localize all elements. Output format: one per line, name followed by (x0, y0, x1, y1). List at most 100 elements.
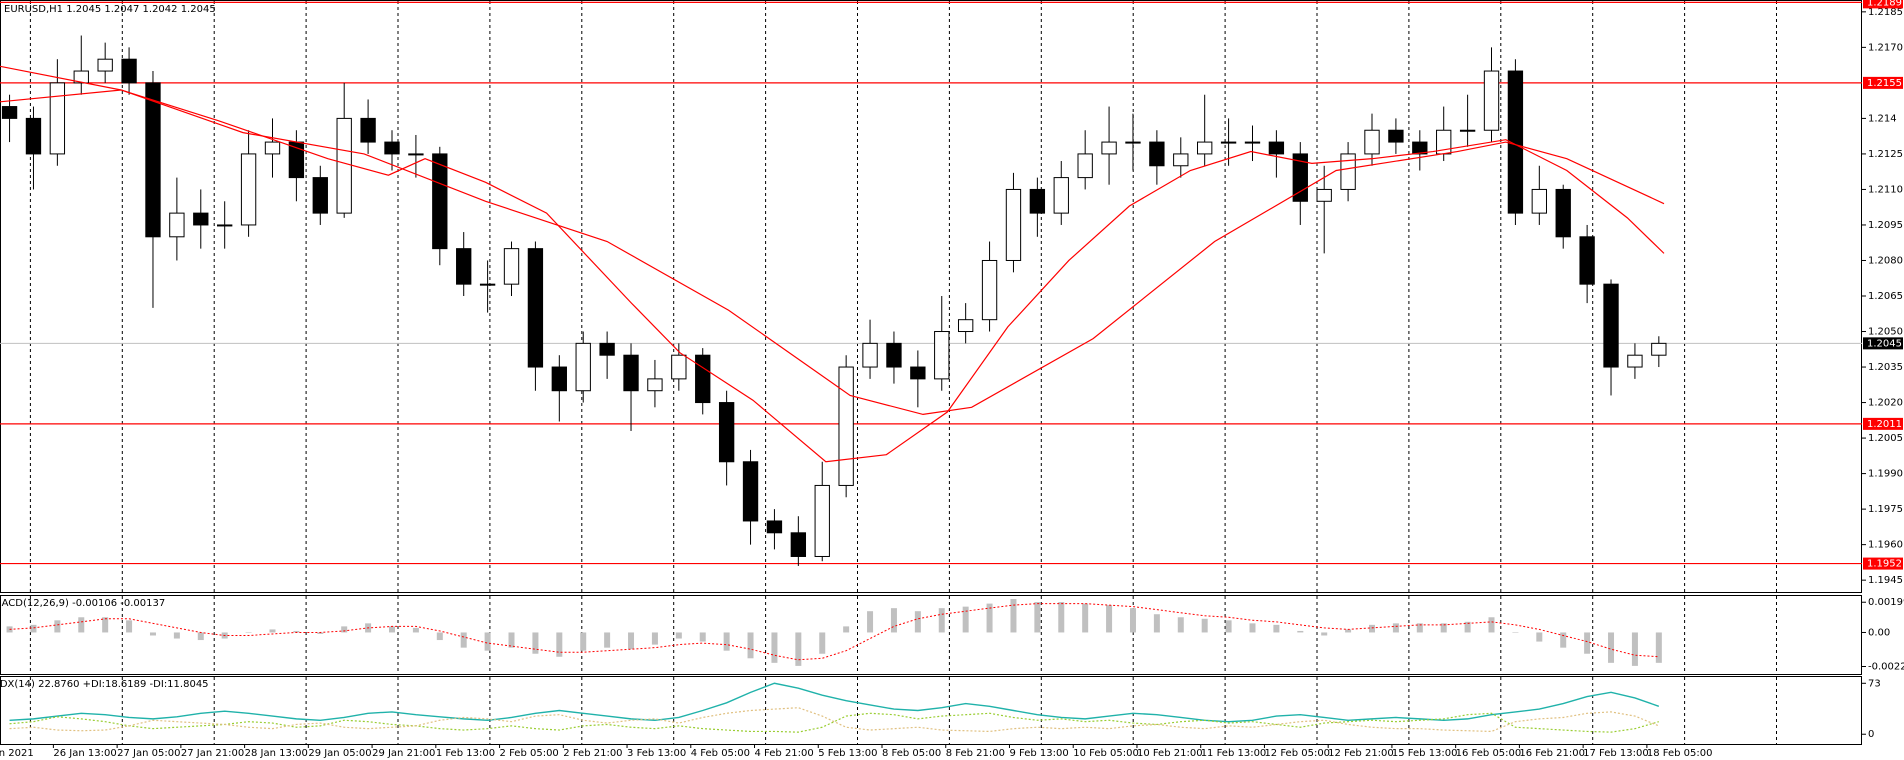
candle-body (408, 153, 424, 156)
x-tick-label: 2 Feb 05:00 (500, 748, 559, 759)
x-tick-label: 12 Feb 21:00 (1328, 748, 1394, 759)
y-tick-label: 1.2080 (1868, 255, 1903, 266)
x-tick-label: 16 Feb 05:00 (1456, 748, 1522, 759)
adx-title: ADX(14) 22.8760 +DI:18.6189 -DI:11.8045 (0, 679, 209, 690)
macd-bar (771, 632, 778, 663)
macd-bar (149, 632, 156, 636)
macd-bar (412, 627, 419, 633)
macd-bar (1512, 632, 1519, 633)
candle-body (1340, 153, 1356, 190)
y-tick-label: 1.2170 (1868, 42, 1903, 53)
macd-bar (293, 630, 300, 633)
x-tick-label: 10 Feb 21:00 (1137, 748, 1203, 759)
level-label-box (1863, 417, 1903, 430)
candle-body (647, 378, 663, 392)
macd-bar (1536, 632, 1543, 642)
indicator-line (9, 707, 1660, 733)
macd-bar (1082, 603, 1089, 633)
x-tick-label: 17 Feb 13:00 (1583, 748, 1649, 759)
macd-bar (867, 611, 874, 633)
candle-body (1197, 141, 1213, 155)
candle-body (503, 248, 520, 285)
moving-average (0, 65, 1665, 416)
candle-body (1507, 70, 1524, 214)
y-tick-label: 1.2020 (1868, 398, 1903, 409)
candle-body (551, 366, 567, 392)
y-tick-label: 0.00 (1868, 627, 1890, 638)
level-label: 1.2011 (1867, 419, 1902, 430)
macd-bar (102, 617, 109, 633)
macd-bar (1273, 624, 1280, 633)
macd-bar (197, 632, 204, 641)
x-tick-label: 26 Jan 13:00 (53, 748, 116, 759)
candle-body (1268, 141, 1285, 155)
candle-body (838, 366, 854, 486)
y-tick-label: 1.2095 (1868, 220, 1903, 231)
x-tick-label: Jan 2021 (0, 748, 34, 759)
macd-bar (245, 632, 252, 633)
y-tick-label: 1.214 (1868, 113, 1897, 124)
x-tick-label: 29 Jan 05:00 (308, 748, 371, 759)
vertical-grid (29, 1, 1777, 744)
candle-body (1029, 188, 1046, 214)
macd-bar (30, 624, 37, 633)
candle-body (1244, 141, 1261, 144)
level-label: 1.2155 (1867, 78, 1902, 89)
macd-bar (173, 632, 180, 639)
macd-panel-frame (0, 595, 1862, 675)
macd-bar (1153, 614, 1160, 633)
candle-body (169, 212, 185, 238)
macd-bar (1249, 623, 1256, 633)
candle-body (1125, 141, 1141, 144)
candle-body (1412, 141, 1428, 155)
candle-body (432, 153, 448, 250)
x-tick-label: 11 Feb 13:00 (1201, 748, 1267, 759)
macd-bar (1106, 605, 1113, 633)
macd-bar (1058, 602, 1065, 633)
y-tick-label: -0.00224 (1868, 661, 1904, 672)
candle-body (360, 117, 376, 143)
candle-body (910, 366, 926, 380)
y-tick-label: 1.1975 (1868, 504, 1903, 515)
macd-bar (1631, 632, 1638, 666)
candle-body (1483, 70, 1500, 131)
macd-bar (460, 632, 467, 648)
candle-body (790, 532, 807, 557)
macd-bar (1488, 617, 1495, 633)
macd-bar (436, 632, 443, 641)
macd-bar (508, 632, 515, 648)
candle-body (1316, 188, 1332, 202)
level-label-box (1863, 557, 1903, 570)
candle-body (742, 461, 759, 522)
macd-bar (389, 626, 395, 633)
y-tick-label: 1.2035 (1868, 362, 1903, 373)
macd-bar (1201, 618, 1208, 633)
macd-bar (484, 632, 491, 651)
level-label: 1.1952 (1867, 559, 1902, 570)
candle-body (718, 402, 735, 463)
macd-bar (604, 632, 611, 648)
candle-body (1077, 153, 1093, 179)
macd-bar (628, 632, 635, 650)
candle-body (1, 106, 18, 119)
candle-body (1531, 188, 1547, 214)
level-label-box (1863, 0, 1903, 9)
candle-body (384, 141, 400, 155)
macd-bar (1655, 632, 1662, 663)
candle-body (957, 319, 974, 333)
candle-body (599, 342, 615, 356)
x-tick-label: 12 Feb 05:00 (1264, 748, 1330, 759)
candle-body (814, 484, 830, 557)
candle-body (1149, 141, 1165, 167)
candle-body (49, 82, 66, 155)
x-tick-label: 8 Feb 05:00 (882, 748, 941, 759)
macd-bar (962, 606, 969, 633)
indicator-line (9, 712, 1659, 733)
candle-body (1627, 354, 1643, 368)
macd-bar (532, 632, 539, 654)
y-tick-label: 0.00199 (1868, 597, 1904, 608)
macd-bar (1177, 617, 1184, 633)
x-tick-label: 4 Feb 05:00 (691, 748, 750, 759)
candle-body (1603, 283, 1619, 368)
